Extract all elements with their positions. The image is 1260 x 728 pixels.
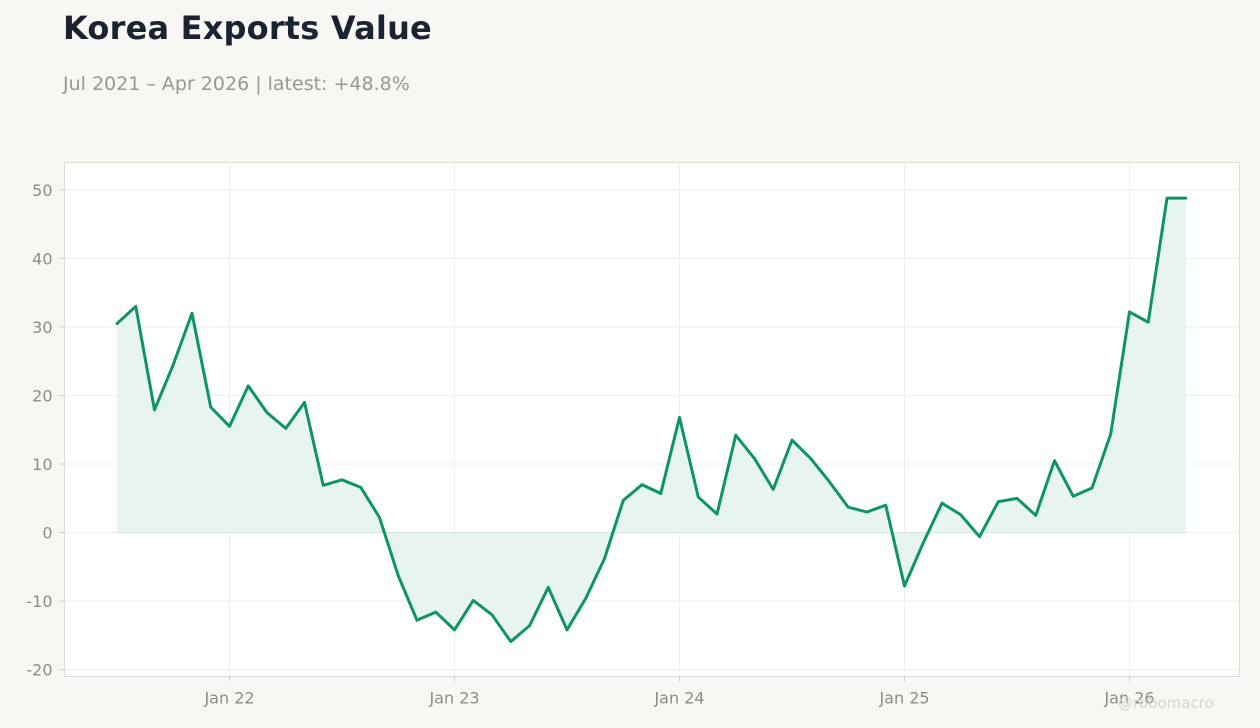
series-line — [115, 196, 1188, 644]
y-axis: -20 -10 0 10 20 30 40 50 — [26, 181, 65, 680]
y-tick-label: -20 — [26, 661, 52, 680]
x-tick-label: Jan 24 — [653, 689, 704, 708]
y-tick-label: 40 — [32, 249, 52, 268]
y-tick-label: 0 — [42, 524, 52, 543]
series-line-group — [115, 196, 1188, 644]
x-tick-label: Jan 22 — [203, 689, 254, 708]
y-tick-label: 50 — [32, 181, 52, 200]
watermark: @robomacro — [1118, 694, 1214, 712]
x-tick-label: Jan 26 — [1103, 689, 1154, 708]
chart-subtitle: Jul 2021 – Apr 2026 | latest: +48.8% — [63, 73, 410, 95]
y-tick-label: 20 — [32, 387, 52, 406]
x-axis: Jan 22 Jan 23 Jan 24 Jan 25 Jan 26 — [203, 676, 1155, 708]
y-tick-label: -10 — [26, 592, 52, 611]
y-tick-label: 10 — [32, 455, 52, 474]
area-fill-group — [117, 198, 1186, 642]
chart-title: Korea Exports Value — [63, 9, 432, 47]
y-tick-label: 30 — [32, 318, 52, 337]
x-tick-label: Jan 25 — [878, 689, 929, 708]
x-tick-label: Jan 23 — [428, 689, 479, 708]
